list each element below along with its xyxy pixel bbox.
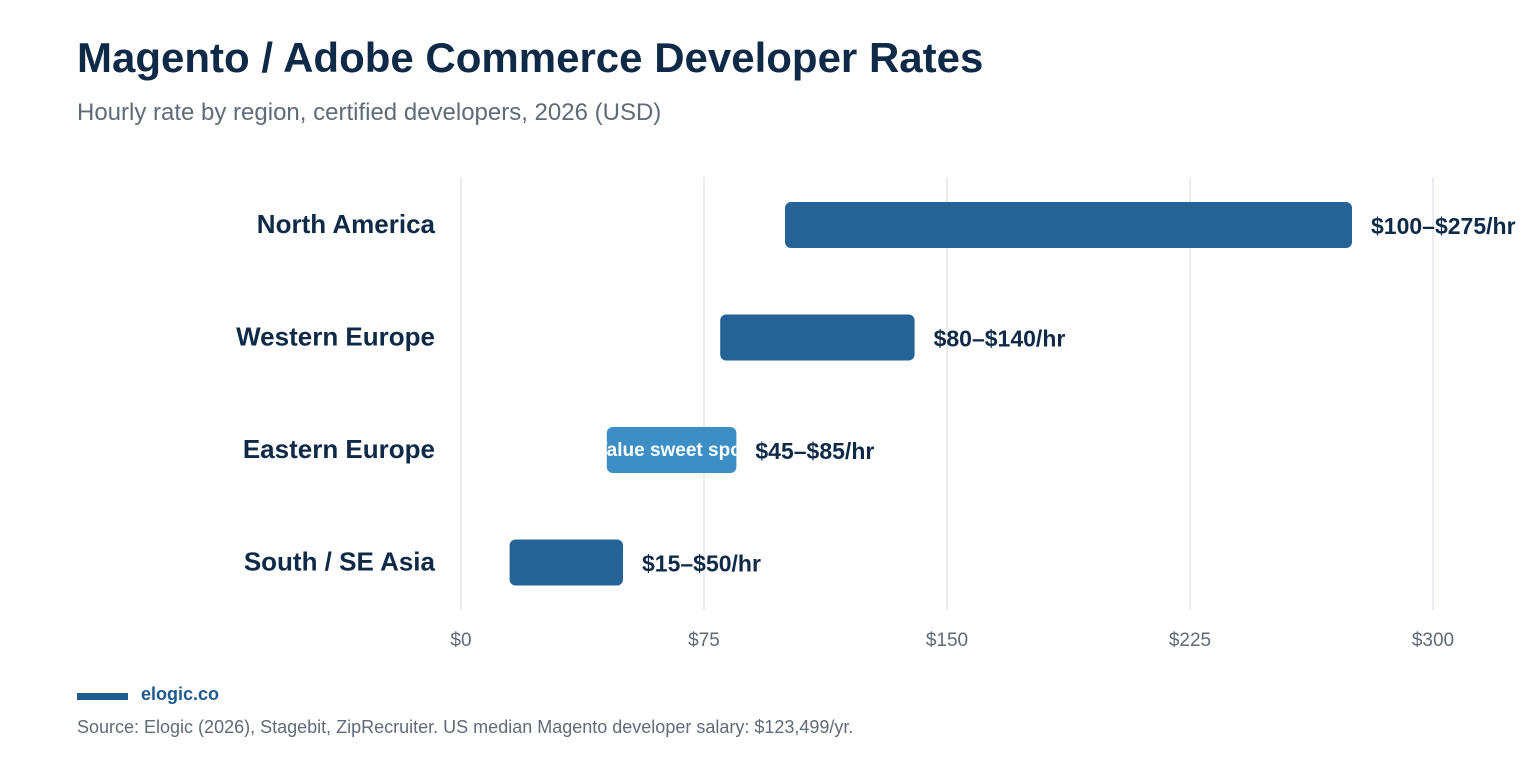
x-tick-label: $300	[1412, 630, 1454, 651]
value-label: $100–$275/hr	[1371, 213, 1516, 239]
range-bar	[509, 539, 623, 586]
category-label: South / SE Asia	[244, 547, 436, 577]
x-tick-label: $150	[926, 630, 968, 651]
source-note: Source: Elogic (2026), Stagebit, ZipRecr…	[77, 717, 854, 737]
x-tick-label: $0	[450, 630, 471, 651]
range-bar	[785, 202, 1352, 248]
value-label: $45–$85/hr	[755, 438, 874, 464]
value-label: $80–$140/hr	[934, 326, 1066, 352]
range-bar	[720, 314, 915, 361]
chart-title: Magento / Adobe Commerce Developer Rates	[77, 34, 984, 81]
category-label: Western Europe	[236, 322, 435, 352]
x-tick-label: $225	[1169, 630, 1211, 651]
chart-subtitle: Hourly rate by region, certified develop…	[77, 99, 662, 126]
category-label: North America	[257, 209, 436, 239]
category-label: Eastern Europe	[243, 434, 435, 464]
bar-inner-label: Value sweet spot	[595, 440, 749, 461]
rate-range-chart: $0 $75 $150 $225 $300 North America $100–$275/…	[236, 177, 1516, 651]
brand-name: elogic.co	[141, 684, 220, 704]
range-bar	[606, 427, 737, 473]
value-label: $15–$50/hr	[642, 551, 761, 577]
brand-accent-bar	[77, 693, 128, 700]
x-tick-label: $75	[688, 630, 720, 651]
